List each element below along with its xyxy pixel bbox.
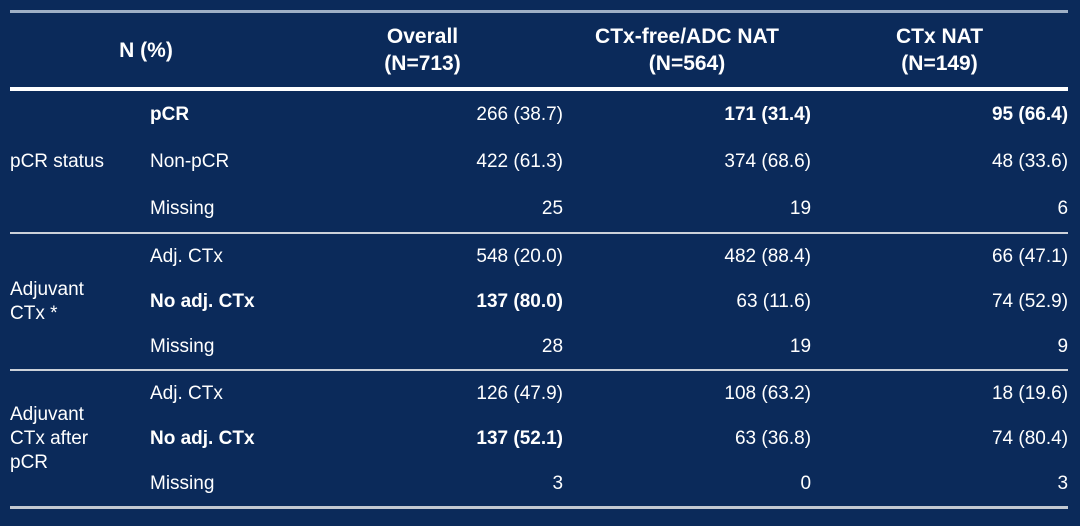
group-pcr-status: pCR status pCR 266 (38.7) 171 (31.4) 95 …	[10, 89, 1068, 233]
cell-ctx-nat: 9	[1057, 335, 1069, 357]
row-label: No adj. CTx	[150, 290, 255, 312]
cell-ctx-free-adc-nat: 374 (68.6)	[724, 150, 812, 172]
cell-ctx-nat: 66 (47.1)	[991, 245, 1069, 267]
header-n-percent: N (%)	[10, 11, 283, 91]
cell-ctx-free-adc-nat: 0	[800, 472, 812, 494]
cell-overall: 548 (20.0)	[476, 245, 564, 267]
cell-overall: 422 (61.3)	[476, 150, 564, 172]
row-label: Missing	[150, 197, 215, 219]
row-label: Non-pCR	[150, 150, 230, 172]
group-label-adjuvant-ctx: Adjuvant CTx *	[10, 278, 84, 324]
table-header: N (%) Overall (N=713) CTx-free/ADC NAT (…	[10, 11, 1069, 91]
header-row: N (%) Overall (N=713) CTx-free/ADC NAT (…	[10, 11, 1069, 91]
cell-overall: 28	[541, 335, 564, 357]
cell-ctx-free-adc-nat: 19	[789, 335, 812, 357]
row-label: Adj. CTx	[150, 382, 223, 404]
cell-ctx-nat: 3	[1057, 472, 1069, 494]
cell-overall: 137 (52.1)	[476, 427, 564, 449]
group-adjuvant-ctx: Adjuvant CTx * Adj. CTx 548 (20.0) 482 (…	[10, 233, 1069, 370]
cell-ctx-nat: 74 (80.4)	[991, 427, 1069, 449]
cell-overall: 137 (80.0)	[476, 290, 564, 312]
cell-ctx-free-adc-nat: 19	[789, 197, 812, 219]
cell-overall: 266 (38.7)	[476, 103, 564, 125]
table-row-missing: Missing 28 19 9	[10, 324, 1068, 370]
cell-ctx-free-adc-nat: 63 (36.8)	[734, 427, 812, 449]
cell-ctx-nat: 74 (52.9)	[991, 290, 1069, 312]
cell-ctx-free-adc-nat: 482 (88.4)	[724, 245, 812, 267]
cell-overall: 3	[552, 472, 564, 494]
table-row-no-adj-ctx: No adj. CTx 137 (52.1) 63 (36.8) 74 (80.…	[10, 416, 1068, 461]
cell-ctx-nat: 48 (33.6)	[991, 150, 1069, 172]
table-row-pcr: pCR status pCR 266 (38.7) 171 (31.4) 95 …	[10, 89, 1069, 172]
row-label: Missing	[150, 472, 215, 494]
cell-ctx-nat: 6	[1057, 197, 1069, 219]
row-label: Adj. CTx	[150, 245, 223, 267]
row-label: Missing	[150, 335, 215, 357]
cell-overall: 25	[541, 197, 564, 219]
cell-ctx-free-adc-nat: 63 (11.6)	[736, 290, 812, 312]
results-table: N (%) Overall (N=713) CTx-free/ADC NAT (…	[10, 10, 1069, 509]
group-label-pcr-status: pCR status	[10, 150, 104, 172]
cell-ctx-free-adc-nat: 171 (31.4)	[724, 103, 812, 125]
cell-ctx-free-adc-nat: 108 (63.2)	[724, 382, 812, 404]
table-row-non-pcr: Non-pCR 422 (61.3) 374 (68.6) 48 (33.6)	[10, 138, 1068, 185]
group-adjuvant-ctx-after-pcr: Adjuvant CTx after pCR Adj. CTx 126 (47.…	[10, 370, 1069, 508]
table-row-adj-ctx: Adjuvant CTx * Adj. CTx 548 (20.0) 482 (…	[10, 233, 1069, 324]
header-overall: Overall (N=713)	[282, 11, 564, 91]
cell-ctx-nat: 18 (19.6)	[991, 382, 1069, 404]
row-label: No adj. CTx	[150, 427, 255, 449]
table-row-no-adj-ctx: No adj. CTx 137 (80.0) 63 (11.6) 74 (52.…	[10, 279, 1068, 324]
header-ctx-nat: CTx NAT (N=149)	[811, 11, 1069, 91]
group-label-adjuvant-ctx-after-pcr: Adjuvant CTx after pCR	[10, 403, 89, 473]
row-label: pCR	[150, 103, 190, 125]
table-row-adj-ctx: Adjuvant CTx after pCR Adj. CTx 126 (47.…	[10, 370, 1069, 473]
cell-ctx-nat: 95 (66.4)	[991, 103, 1069, 125]
table-row-missing: Missing 3 0 3	[10, 461, 1068, 508]
table-row-missing: Missing 25 19 6	[10, 185, 1068, 233]
cell-overall: 126 (47.9)	[476, 382, 564, 404]
header-ctx-free-adc-nat: CTx-free/ADC NAT (N=564)	[563, 11, 812, 91]
